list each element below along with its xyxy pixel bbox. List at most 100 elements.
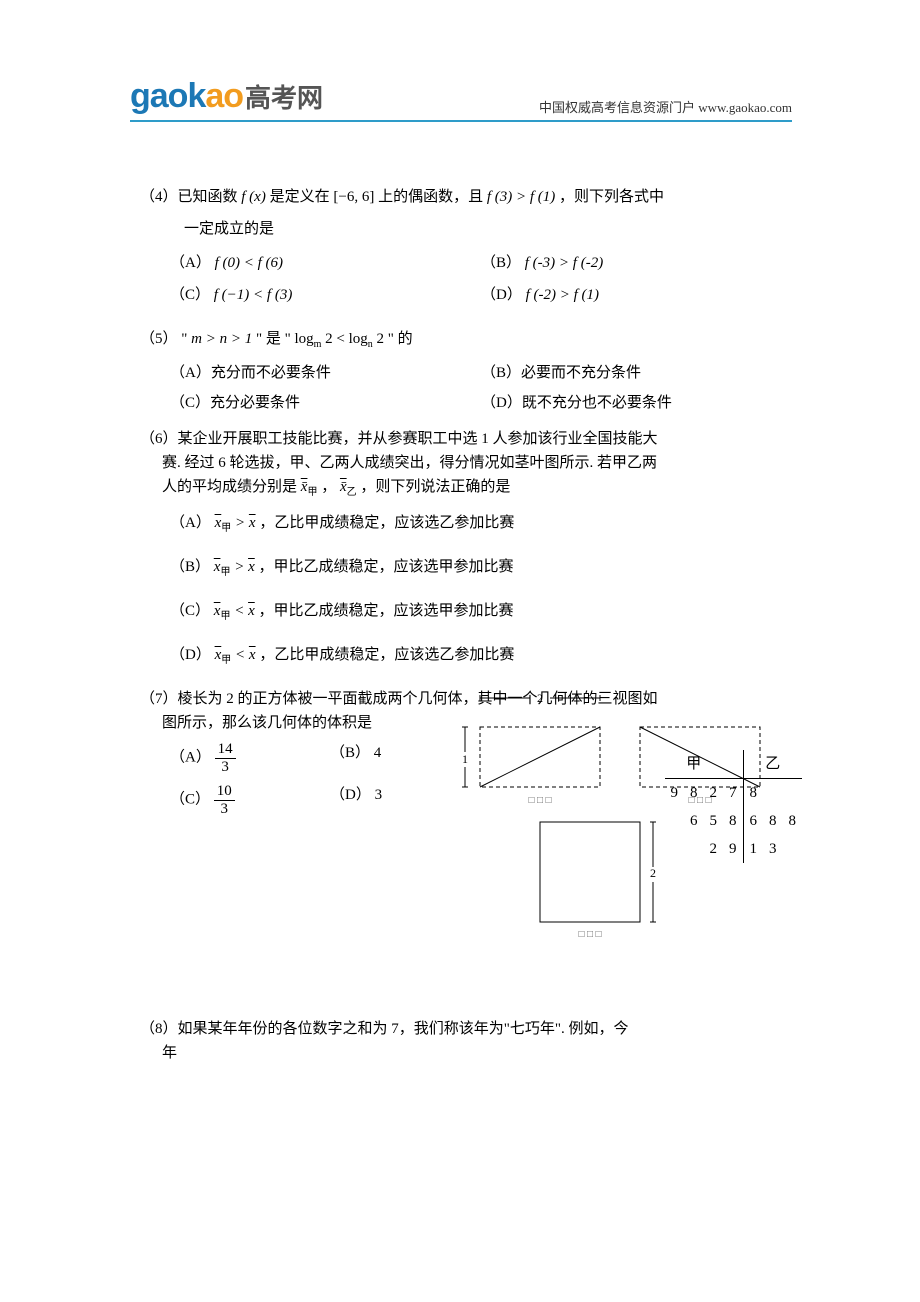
question-8: （8）如果某年年份的各位数字之和为 7，我们称该年为"七巧年". 例如，今 年 xyxy=(140,1017,792,1065)
q6-xyi-bar: x̄ xyxy=(340,479,347,495)
q6-line3: 人的平均成绩分别是 x̄甲 ， x̄乙 ，则下列说法正确的是 xyxy=(140,475,792,501)
q6-optC-mid: ，甲比乙成绩稳定，应该选甲参加比赛 xyxy=(258,603,513,619)
question-5: （5） " m > n > 1 " 是 " logm 2 < logn 2 " … xyxy=(140,327,792,415)
header-subtitle: 中国权威高考信息资源门户 www.gaokao.com xyxy=(539,97,792,116)
q6-optA-pre: （A） xyxy=(170,515,211,531)
q5-cond1: m > n > 1 xyxy=(191,331,252,347)
q7-optD-val: 3 xyxy=(375,787,383,803)
q4-t2: 是定义在 xyxy=(270,189,330,205)
q7-optA-label: （A） xyxy=(170,749,211,765)
logo-text-orange: ao xyxy=(205,77,243,116)
q6-optD-mid: ，乙比甲成绩稳定，应该选乙参加比赛 xyxy=(259,647,514,663)
q6-xyi: x̄乙 xyxy=(340,479,357,495)
logo: gaokao高考网 xyxy=(130,77,323,116)
q4-interval: [−6, 6] xyxy=(333,189,374,205)
q4-fx: f (x) xyxy=(241,189,266,205)
q6-optA: （A） x甲 > x ，乙比甲成绩稳定，应该选乙参加比赛 xyxy=(170,511,792,537)
q5-options: （A）充分而不必要条件 （B）必要而不充分条件 （C）充分必要条件 （D）既不充… xyxy=(140,361,792,415)
q8-line1: （8）如果某年年份的各位数字之和为 7，我们称该年为"七巧年". 例如，今 xyxy=(140,1017,792,1041)
q6-xjia: x̄甲 xyxy=(301,479,318,495)
q4-t1: （4）已知函数 xyxy=(140,189,241,205)
main-content: （4）已知函数 f (x) 是定义在 [−6, 6] 上的偶函数，且 f (3)… xyxy=(140,185,792,1077)
q6-optD-lt: < xyxy=(235,647,245,663)
q5-optB: （B）必要而不充分条件 xyxy=(481,361,792,385)
page-header: gaokao高考网 中国权威高考信息资源门户 www.gaokao.com xyxy=(130,72,792,122)
q6-optA-gt: > xyxy=(235,515,245,531)
q6-comma: ， xyxy=(321,479,336,495)
q8-line2: 年 xyxy=(140,1041,792,1065)
q4-stem: （4）已知函数 f (x) 是定义在 [−6, 6] 上的偶函数，且 f (3)… xyxy=(140,185,792,209)
q7-optD: （D） 3 xyxy=(330,783,382,817)
q4-optB-label: （B） xyxy=(481,255,521,271)
q6-optC-pre: （C） xyxy=(170,603,210,619)
q6-optB-gt: > xyxy=(234,559,244,575)
q4-optA-label: （A） xyxy=(170,255,211,271)
q4-optA-math: f (0) < f (6) xyxy=(215,255,283,271)
q4-optC: （C） f (−1) < f (3) xyxy=(170,279,481,311)
q6-options: （A） x甲 > x ，乙比甲成绩稳定，应该选乙参加比赛 （B） x甲 > x … xyxy=(140,511,792,669)
logo-text-cn: 高考网 xyxy=(245,78,323,115)
q6-optD-sub1: 甲 xyxy=(221,655,231,666)
q7-optA-num: 14 xyxy=(215,741,236,759)
q4-t4: ，则下列各式中 xyxy=(559,189,664,205)
q4-optB-math: f (-3) > f (-2) xyxy=(525,255,603,271)
q4-optD: （D） f (-2) > f (1) xyxy=(481,279,792,311)
dim-1-left: 1 xyxy=(462,752,468,766)
q5-t2: " 是 " xyxy=(256,331,295,347)
q6-optB-sub1: 甲 xyxy=(220,567,230,578)
q7-optC-num: 10 xyxy=(214,783,235,801)
q6-optB-mid: ，甲比乙成绩稳定，应该选甲参加比赛 xyxy=(258,559,513,575)
top-view-label: □ □ □ xyxy=(578,929,601,937)
sl-r2-r3 xyxy=(783,835,803,863)
three-view-svg: 2 1 1 □ □ □ □ □ xyxy=(440,687,770,937)
q4-stem-line2: 一定成立的是 xyxy=(140,217,792,241)
question-7: （7）棱长为 2 的正方体被一平面截成两个几何体，其中一个几何体的三视图如 图所… xyxy=(140,687,792,817)
q5-log1: logm 2 < logn 2 xyxy=(294,331,384,347)
q5-optC: （C）充分必要条件 xyxy=(170,391,481,415)
q7-optA: （A） 143 xyxy=(170,741,330,775)
q7-optC-den: 3 xyxy=(214,801,235,818)
q5-log1-t: log xyxy=(294,331,313,347)
q6-optC-lt: < xyxy=(234,603,244,619)
q6-line2: 赛. 经过 6 轮选拔，甲、乙两人成绩突出，得分情况如茎叶图所示. 若甲乙两 xyxy=(140,451,792,475)
q6-optC: （C） x甲 < x ，甲比乙成绩稳定，应该选甲参加比赛 xyxy=(170,599,792,625)
logo-text-blue: gaok xyxy=(130,77,205,116)
q6-xjia-sub: 甲 xyxy=(307,487,317,498)
q6-l3a: 人的平均成绩分别是 xyxy=(162,479,297,495)
dim-2-top-view: 2 xyxy=(650,866,656,880)
q4-optD-label: （D） xyxy=(481,287,522,303)
q4-optA: （A） f (0) < f (6) xyxy=(170,247,481,279)
q5-t1: （5） " xyxy=(140,331,191,347)
q7-optB-label: （B） xyxy=(330,745,370,761)
q4-options: （A） f (0) < f (6) （B） f (-3) > f (-2) （C… xyxy=(140,247,792,311)
q4-cond: f (3) > f (1) xyxy=(487,189,555,205)
q4-optD-math: f (-2) > f (1) xyxy=(526,287,599,303)
q5-optD: （D）既不充分也不必要条件 xyxy=(481,391,792,415)
q7-optD-label: （D） xyxy=(330,787,371,803)
q7-optC-label: （C） xyxy=(170,791,210,807)
q6-optB-math: x甲 > x xyxy=(214,559,255,575)
q5-t3: " 的 xyxy=(388,331,413,347)
q6-optC-math: x甲 < x xyxy=(214,603,255,619)
q4-optC-label: （C） xyxy=(170,287,210,303)
q6-optA-mid: ，乙比甲成绩稳定，应该选乙参加比赛 xyxy=(259,515,514,531)
q6-l3b: ，则下列说法正确的是 xyxy=(360,479,510,495)
q6-optA-math: x甲 > x xyxy=(215,515,256,531)
q6-optC-sub1: 甲 xyxy=(220,611,230,622)
q5-optA: （A）充分而不必要条件 xyxy=(170,361,481,385)
question-6: （6）某企业开展职工技能比赛，并从参赛职工中选 1 人参加该行业全国技能大 赛.… xyxy=(140,427,792,669)
q7-optC: （C） 103 xyxy=(170,783,330,817)
front-view-label: □ □ □ xyxy=(528,795,551,806)
q6-optD-math: x甲 < x xyxy=(215,647,256,663)
q5-stem: （5） " m > n > 1 " 是 " logm 2 < logn 2 " … xyxy=(140,327,792,353)
q7-optA-den: 3 xyxy=(215,759,236,776)
q6-xyi-sub: 乙 xyxy=(347,487,357,498)
q4-optB: （B） f (-3) > f (-2) xyxy=(481,247,792,279)
q6-optB: （B） x甲 > x ，甲比乙成绩稳定，应该选甲参加比赛 xyxy=(170,555,792,581)
three-view-figure: 2 1 1 □ □ □ □ □ xyxy=(440,687,770,937)
q6-optD-pre: （D） xyxy=(170,647,211,663)
q6-optD: （D） x甲 < x ，乙比甲成绩稳定，应该选乙参加比赛 xyxy=(170,643,792,669)
q7-optB: （B） 4 xyxy=(330,741,381,775)
q4-t3: 上的偶函数，且 xyxy=(378,189,483,205)
q5-logend: 2 xyxy=(373,331,384,347)
